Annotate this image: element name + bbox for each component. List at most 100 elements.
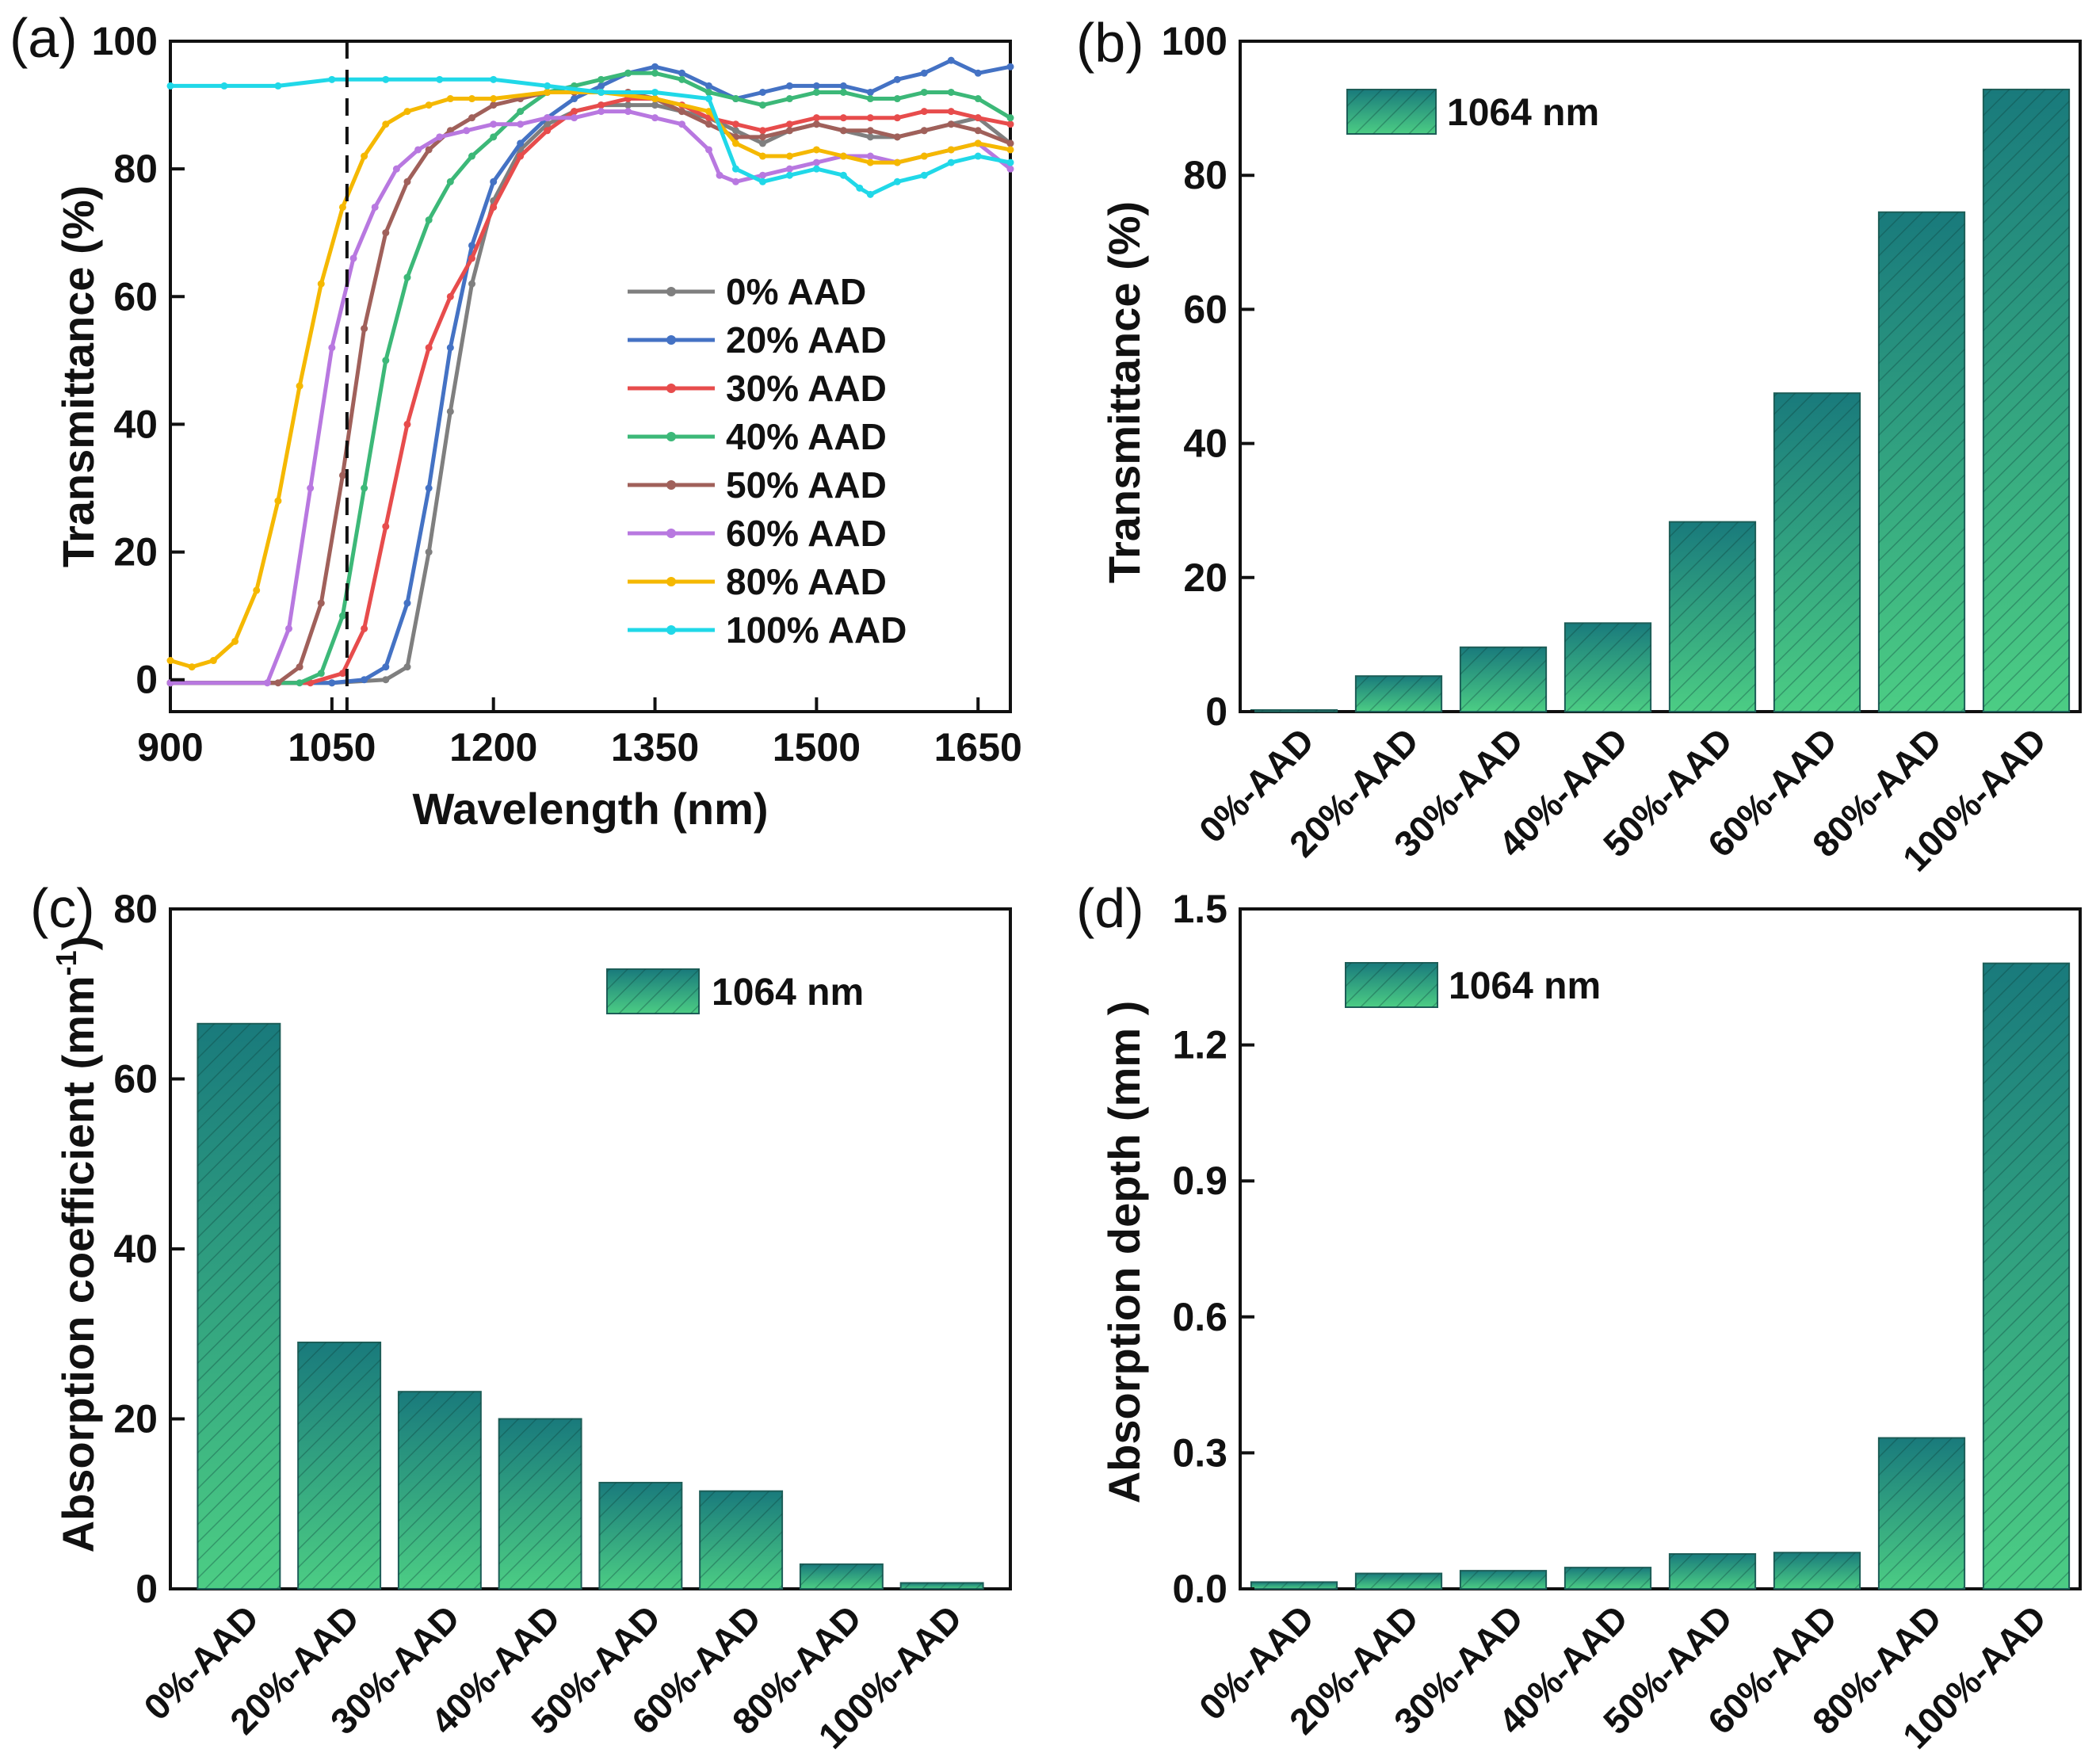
series-point (839, 152, 847, 160)
series-point (716, 171, 723, 179)
series-point (893, 95, 901, 103)
series-point (307, 679, 315, 687)
series-point (468, 254, 476, 262)
series-point (812, 120, 820, 128)
series-point (517, 139, 525, 147)
series-point (704, 82, 712, 90)
series-point (338, 612, 346, 620)
series-point (785, 120, 793, 128)
series-point (188, 663, 196, 671)
series-point (758, 101, 766, 109)
bar-hatch (800, 1564, 883, 1589)
series-point (403, 420, 411, 428)
series-point (371, 203, 379, 211)
series-point (856, 184, 864, 192)
y-tick-label: 0 (1205, 689, 1227, 734)
y-tick-label: 0 (136, 1567, 158, 1611)
bar-hatch (1250, 1582, 1338, 1589)
series-point (974, 95, 982, 103)
series-point (403, 178, 411, 185)
series-point (382, 120, 390, 128)
y-tick-label: 0.3 (1172, 1430, 1227, 1475)
y-tick-label: 60 (113, 274, 158, 319)
series-point (220, 82, 228, 90)
series-point (651, 101, 659, 109)
legend-marker (666, 287, 676, 296)
series-point (597, 88, 605, 96)
series-point (839, 82, 847, 90)
series-point (544, 120, 552, 128)
series-point (490, 75, 498, 83)
series-point (812, 114, 820, 122)
series-line-60aad (170, 109, 1012, 685)
series-point (446, 344, 454, 352)
bar-hatch (1983, 89, 2070, 712)
series-point (893, 178, 901, 185)
bar-hatch (1460, 647, 1547, 712)
series-point (920, 171, 928, 179)
series-point (812, 82, 820, 90)
series-point (468, 95, 476, 103)
series-point (425, 484, 433, 492)
panel-c-frame (169, 907, 1012, 1590)
y-tick-label: 80 (113, 147, 158, 191)
legend-marker (666, 432, 676, 441)
series-point (425, 344, 433, 352)
panel-a-x-axis-title: Wavelength (nm) (412, 784, 768, 834)
x-tick-label: 1200 (449, 725, 537, 769)
series-point (624, 101, 632, 109)
series-point (785, 165, 793, 173)
legend-marker (666, 625, 676, 635)
panel-b-frame (1239, 40, 2082, 713)
series-point (446, 407, 454, 415)
series-point (893, 158, 901, 166)
series-point (571, 95, 578, 103)
series-point (1006, 114, 1014, 122)
series-point (349, 254, 357, 262)
series-point (166, 82, 174, 90)
panel-c-legend-label: 1064 nm (712, 972, 864, 1014)
series-point (893, 75, 901, 83)
series-point (974, 114, 982, 122)
series-point (920, 127, 928, 135)
series-point (446, 178, 454, 185)
series-point (338, 670, 346, 678)
bar-hatch (1669, 1553, 1756, 1589)
y-tick-label: 40 (1183, 422, 1227, 466)
series-point (544, 114, 552, 122)
panel-b-legend-hatch (1347, 90, 1436, 134)
bar-hatch (1460, 1571, 1547, 1589)
series-point (974, 139, 982, 147)
legend-marker (666, 480, 676, 490)
series-point (678, 69, 686, 77)
series-point (328, 679, 336, 687)
x-tick-label: 1650 (934, 725, 1022, 769)
series-point (731, 178, 739, 185)
series-point (490, 120, 498, 128)
y-tick-label: 100 (1162, 19, 1227, 63)
series-point (678, 75, 686, 83)
series-point (317, 599, 325, 607)
y-tick-label: 40 (113, 1227, 158, 1271)
series-point (651, 88, 659, 96)
legend-marker (666, 384, 676, 393)
series-point (758, 127, 766, 135)
series-point (839, 114, 847, 122)
series-point (296, 382, 304, 390)
series-point (758, 133, 766, 141)
panel-a-spectrum-chart: (a) 900 1050 1200 1350 1500 1650020406080100 … (10, 7, 1022, 834)
series-point (361, 624, 368, 632)
x-tick-label: 900 (137, 725, 203, 769)
y-tick-label: 60 (1183, 287, 1227, 331)
series-point (839, 88, 847, 96)
series-point (490, 95, 498, 103)
y-tick-label: 40 (113, 402, 158, 446)
series-point (624, 69, 632, 77)
series-point (920, 152, 928, 160)
panel-b-label: (b) (1076, 12, 1144, 74)
series-point (490, 101, 498, 109)
series-point (920, 69, 928, 77)
series-point (758, 139, 766, 147)
series-point (382, 357, 390, 365)
